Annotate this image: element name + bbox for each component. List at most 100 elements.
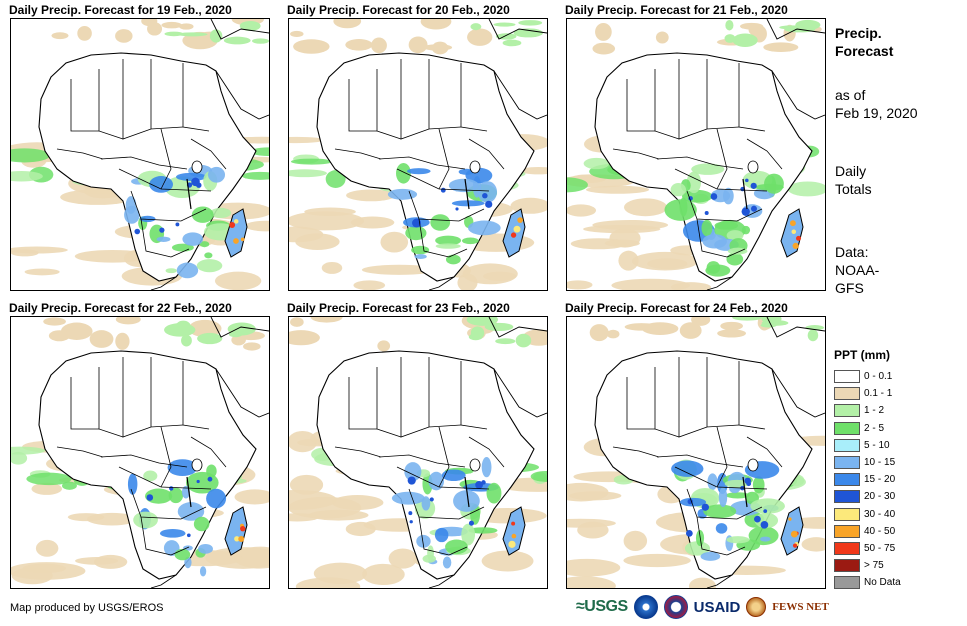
rain-cell xyxy=(679,197,688,217)
rain-band xyxy=(470,23,482,31)
country-border xyxy=(460,63,488,132)
light-rain-patch xyxy=(371,37,387,54)
country-border xyxy=(428,357,462,428)
arabia-coast xyxy=(215,368,269,418)
usaid-seal-icon xyxy=(663,595,688,619)
light-rain-patch xyxy=(188,319,222,338)
rain-band xyxy=(530,470,547,482)
country-border xyxy=(696,218,728,258)
lake-victoria xyxy=(469,160,481,174)
rain-band xyxy=(181,334,192,347)
country-border xyxy=(190,436,227,468)
madagascar-outline xyxy=(780,506,804,556)
country-border xyxy=(334,446,382,458)
rain-band xyxy=(175,320,191,332)
as-of-date: as of Feb 19, 2020 xyxy=(835,86,918,122)
rain-cell xyxy=(441,469,466,482)
country-border xyxy=(170,248,190,258)
heavy-rain-cell xyxy=(750,205,757,212)
rain-cell xyxy=(760,536,771,542)
legend-label: 0 - 0.1 xyxy=(864,371,893,383)
lake-tanganyika xyxy=(742,178,748,210)
legend-label: 5 - 10 xyxy=(864,439,890,451)
heavy-rain-cell xyxy=(704,210,709,215)
cape-coast xyxy=(150,574,177,588)
heavy-rain-cell xyxy=(409,520,413,524)
usaid-logo: USAID xyxy=(693,598,741,616)
heavy-rain-cell xyxy=(412,218,421,228)
heavy-rain-cell xyxy=(407,476,416,485)
rain-cell xyxy=(387,188,418,200)
rain-band xyxy=(239,20,261,31)
country-border xyxy=(418,218,450,258)
heavy-rain-cell xyxy=(429,497,434,502)
country-border xyxy=(408,190,485,222)
country-border xyxy=(122,357,152,438)
forecast-panel-5: Daily Precip. Forecast for 23 Feb., 2020 xyxy=(287,301,548,591)
rain-cell xyxy=(705,264,731,277)
light-rain-patch xyxy=(308,509,369,521)
light-rain-patch xyxy=(431,41,449,55)
rain-cell xyxy=(206,464,217,478)
heavy-rain-cell xyxy=(754,515,761,523)
light-rain-patch xyxy=(377,340,391,352)
data-source: Data: NOAA- GFS xyxy=(835,243,879,297)
rain-cell xyxy=(750,498,785,514)
rain-cell xyxy=(204,252,213,259)
map-credit: Map produced by USGS/EROS xyxy=(10,602,164,614)
light-rain-patch xyxy=(31,482,63,495)
country-border xyxy=(428,59,462,130)
extreme-rain-cell xyxy=(240,525,246,532)
lake-victoria xyxy=(191,160,203,174)
rain-cell xyxy=(165,268,177,274)
country-border xyxy=(706,357,740,428)
madagascar-outline xyxy=(502,506,526,556)
country-border xyxy=(160,426,172,488)
legend-title: PPT (mm) xyxy=(834,348,891,362)
rain-cell xyxy=(671,460,704,477)
country-border xyxy=(56,148,104,160)
light-rain-patch xyxy=(481,550,534,572)
map-svg xyxy=(289,317,547,588)
legend-swatch xyxy=(834,473,860,487)
light-rain-patch xyxy=(35,539,59,557)
light-rain-patch xyxy=(353,280,386,290)
light-rain-patch xyxy=(467,28,493,46)
light-rain-patch xyxy=(623,530,648,552)
light-rain-patch xyxy=(567,558,621,577)
rain-cell xyxy=(127,473,138,495)
country-border xyxy=(378,454,466,468)
country-border xyxy=(378,156,466,170)
heavy-rain-cell xyxy=(750,182,757,189)
extreme-rain-cell xyxy=(791,229,797,235)
light-rain-patch xyxy=(623,553,691,568)
panel-title: Daily Precip. Forecast for 20 Feb., 2020 xyxy=(287,3,510,17)
legend-swatch xyxy=(834,524,860,538)
light-rain-patch xyxy=(462,263,518,285)
precip-map-21-feb xyxy=(566,18,826,291)
country-border xyxy=(726,248,746,258)
legend-swatch xyxy=(834,370,860,384)
rain-cell xyxy=(174,548,191,561)
rain-cell xyxy=(477,181,498,203)
light-rain-patch xyxy=(611,278,690,290)
rain-cell xyxy=(435,235,462,246)
legend-label: 15 - 20 xyxy=(864,474,896,486)
heading-line-2: Forecast xyxy=(835,43,894,59)
daily-totals-label: Daily Totals xyxy=(835,162,872,198)
country-border xyxy=(468,436,505,468)
rain-cell xyxy=(691,163,725,175)
lake-victoria xyxy=(469,458,481,472)
lake-tanganyika xyxy=(464,476,470,508)
country-border xyxy=(626,79,655,132)
rain-cell xyxy=(755,183,784,191)
country-border xyxy=(696,516,728,556)
country-border xyxy=(654,69,680,140)
light-rain-patch xyxy=(567,482,609,502)
heavy-rain-cell xyxy=(475,480,483,489)
rain-cell xyxy=(707,473,718,491)
mediterranean-coast xyxy=(766,317,825,338)
light-rain-patch xyxy=(86,512,138,526)
heavy-rain-cell xyxy=(191,177,200,187)
heavy-rain-cell xyxy=(485,200,493,208)
